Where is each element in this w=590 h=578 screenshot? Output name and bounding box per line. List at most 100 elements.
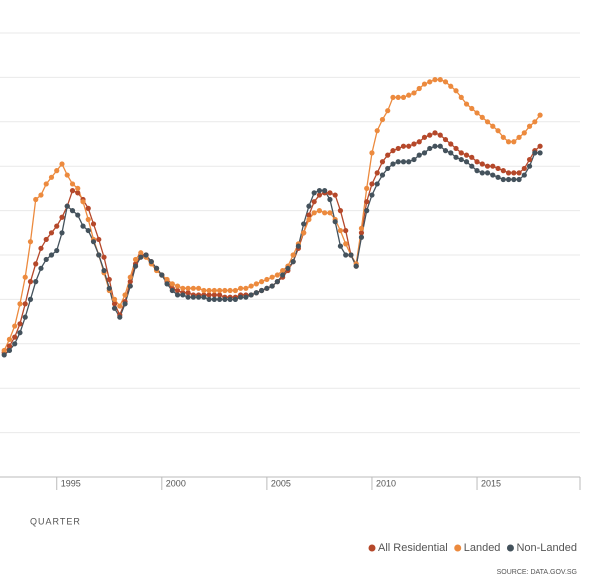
- data-point: [427, 145, 433, 152]
- data-point: [348, 252, 354, 258]
- data-point: [132, 256, 139, 263]
- data-point: [364, 185, 370, 191]
- data-point: [80, 199, 86, 205]
- data-point: [48, 252, 55, 258]
- data-point: [101, 267, 107, 274]
- data-point: [322, 188, 328, 194]
- data-point: [264, 276, 270, 283]
- data-point: [169, 281, 175, 287]
- data-point: [248, 283, 254, 289]
- data-point: [12, 334, 18, 340]
- data-point: [64, 172, 70, 178]
- data-point: [337, 208, 344, 214]
- data-point: [400, 159, 407, 165]
- data-point: [27, 239, 34, 245]
- x-tick-label: 2010: [376, 478, 396, 488]
- data-point: [505, 176, 512, 183]
- data-point: [516, 134, 522, 140]
- source: SOURCE: DATA.GOV.SG: [497, 569, 577, 576]
- data-point: [432, 130, 438, 136]
- data-point: [474, 159, 480, 165]
- data-point: [306, 203, 312, 209]
- data-point: [43, 181, 49, 187]
- data-point: [400, 94, 407, 100]
- data-point: [59, 214, 65, 220]
- data-point: [453, 154, 459, 160]
- data-point: [374, 181, 380, 187]
- data-point: [421, 81, 428, 87]
- data-point: [33, 279, 39, 285]
- data-point: [222, 287, 228, 294]
- data-point: [374, 128, 380, 134]
- data-point: [406, 92, 412, 98]
- data-point: [64, 203, 70, 209]
- data-point: [27, 296, 34, 302]
- data-point: [17, 321, 23, 327]
- data-point: [43, 236, 49, 243]
- data-point: [12, 323, 18, 329]
- data-point: [185, 285, 191, 291]
- data-point: [442, 148, 449, 154]
- data-point: [532, 150, 538, 156]
- data-point: [537, 143, 543, 149]
- data-point: [164, 281, 170, 287]
- data-point: [479, 161, 485, 167]
- data-point: [106, 285, 112, 291]
- data-point: [521, 130, 527, 136]
- data-point: [474, 110, 480, 116]
- data-point: [38, 245, 44, 251]
- data-point: [521, 165, 527, 172]
- data-point: [490, 123, 496, 129]
- data-point: [253, 290, 259, 296]
- data-point: [505, 170, 512, 176]
- data-point: [43, 256, 49, 263]
- data-point: [259, 279, 265, 285]
- data-point: [516, 176, 522, 183]
- data-point: [332, 192, 338, 198]
- data-point: [6, 336, 13, 342]
- data-point: [421, 134, 428, 140]
- data-point: [232, 287, 238, 294]
- data-point: [537, 112, 543, 118]
- data-point: [432, 143, 438, 149]
- data-point: [416, 139, 422, 145]
- data-point: [274, 272, 280, 278]
- data-point: [458, 156, 464, 163]
- data-point: [337, 227, 344, 234]
- data-point: [500, 176, 506, 183]
- data-point: [195, 294, 202, 300]
- data-point: [69, 188, 76, 194]
- data-point: [38, 192, 44, 198]
- data-point: [12, 341, 18, 347]
- data-point: [390, 161, 396, 167]
- data-point: [442, 136, 449, 143]
- data-point: [495, 165, 501, 172]
- data-point: [343, 227, 349, 234]
- legend-swatch: [368, 544, 376, 552]
- data-point: [75, 212, 81, 218]
- data-point: [511, 139, 517, 145]
- data-point: [259, 287, 265, 294]
- data-point: [437, 143, 443, 149]
- data-point: [385, 165, 391, 172]
- data-point: [469, 105, 475, 112]
- data-point: [411, 90, 417, 96]
- data-point: [463, 152, 470, 158]
- data-point: [437, 132, 443, 138]
- data-point: [274, 279, 280, 285]
- data-point: [243, 294, 249, 300]
- series-line: [3, 78, 541, 351]
- data-point: [164, 276, 170, 283]
- data-point: [111, 296, 118, 302]
- data-point: [453, 145, 459, 152]
- x-tick-label: 2005: [271, 478, 291, 488]
- data-point: [316, 192, 323, 198]
- data-point: [227, 287, 233, 294]
- data-point: [90, 239, 97, 245]
- data-point: [264, 285, 270, 291]
- data-point: [38, 265, 44, 271]
- data-point: [311, 190, 317, 196]
- data-point: [54, 168, 60, 174]
- data-point: [301, 230, 307, 236]
